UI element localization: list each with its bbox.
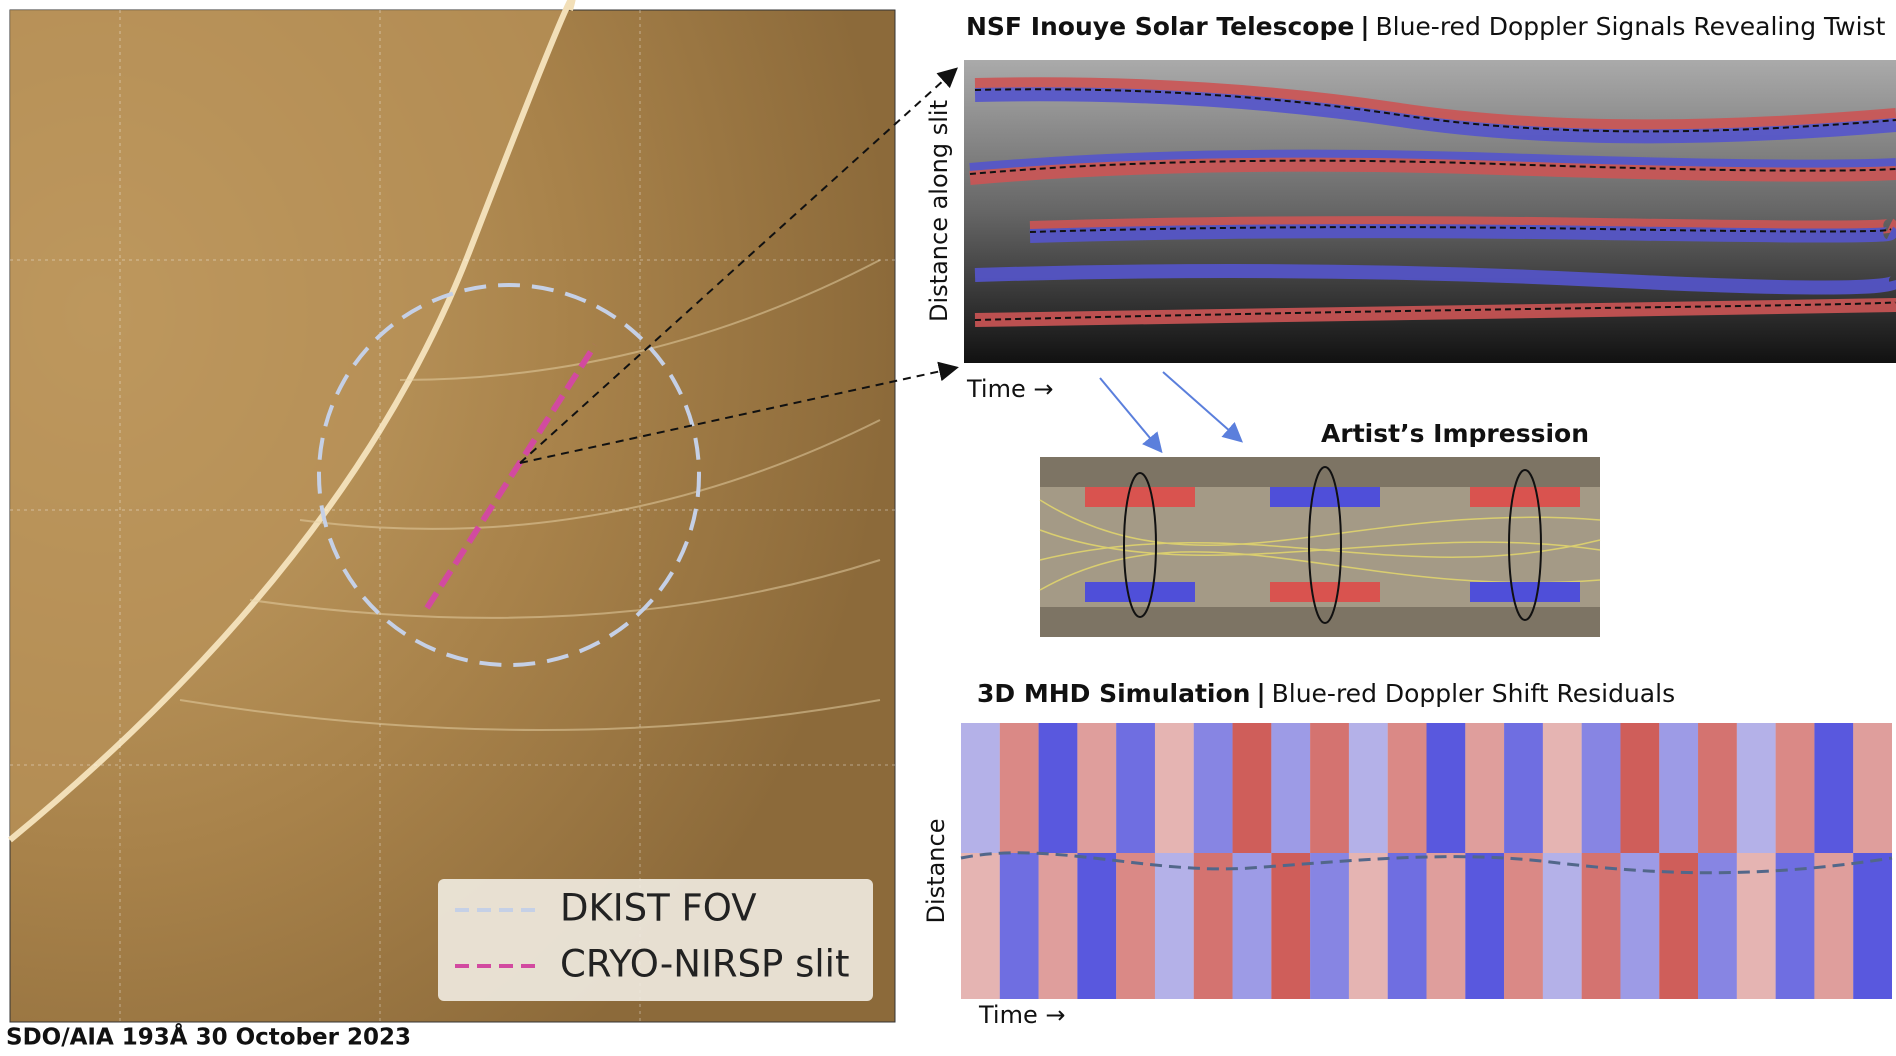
sim-stripe <box>1814 723 1854 853</box>
sim-stripe <box>1348 853 1388 999</box>
sim-stripe <box>1387 853 1427 999</box>
sim-stripe <box>1426 853 1466 999</box>
sim-stripe <box>1116 723 1155 853</box>
legend-entry: DKIST FOV <box>560 887 757 930</box>
sim-stripe <box>1581 723 1621 853</box>
sim-stripe <box>1504 723 1543 853</box>
sim-stripe <box>1659 853 1699 999</box>
doppler-observation <box>964 60 1896 363</box>
subtitle: Blue-red Doppler Shift Residuals <box>1272 679 1675 708</box>
sim-stripe <box>961 853 1000 999</box>
legend-entry: CRYO-NIRSP slit <box>560 943 849 986</box>
sim-stripe <box>1814 853 1854 999</box>
caption: SDO/AIA 193Å 30 October 2023 <box>6 1023 411 1051</box>
sim-stripe <box>1465 853 1505 999</box>
separator: | <box>1360 12 1369 41</box>
sim-stripe <box>1193 853 1233 999</box>
sim-stripe <box>1504 853 1543 999</box>
sim-stripe <box>999 723 1039 853</box>
panel-title: Artist’s Impression <box>1321 419 1589 448</box>
title: NSF Inouye Solar Telescope <box>966 12 1354 41</box>
artist-illustration <box>1039 457 1601 637</box>
sim-stripe <box>1271 853 1311 999</box>
sim-stripe <box>1542 853 1582 999</box>
sim-stripe <box>1077 853 1117 999</box>
subtitle: Blue-red Doppler Signals Revealing Twist <box>1375 12 1885 41</box>
sim-stripe <box>1154 853 1194 999</box>
sim-stripe <box>1581 853 1621 999</box>
panel-title: NSF Inouye Solar Telescope | Blue-red Dopp… <box>966 12 1886 41</box>
sim-stripe <box>999 853 1039 999</box>
sim-stripe <box>1038 723 1078 853</box>
separator: | <box>1256 679 1265 708</box>
sim-stripe <box>1465 723 1505 853</box>
sim-stripe <box>1348 723 1388 853</box>
sim-stripe <box>1775 723 1815 853</box>
sim-stripe <box>1310 853 1349 999</box>
title: 3D MHD Simulation <box>977 679 1250 708</box>
sim-stripe <box>1077 723 1117 853</box>
sim-stripe <box>1154 723 1194 853</box>
sim-stripe <box>1193 723 1233 853</box>
sim-stripe <box>1232 723 1272 853</box>
sim-stripe <box>1387 723 1427 853</box>
sim-stripe <box>1736 853 1776 999</box>
sdo-image <box>8 0 959 1023</box>
sim-stripe <box>1853 723 1892 853</box>
sim-stripe <box>1232 853 1272 999</box>
sim-stripe <box>1426 723 1466 853</box>
flux-tube-axis <box>960 851 1893 875</box>
panel-title: 3D MHD Simulation | Blue-red Doppler Shift… <box>977 679 1675 708</box>
x-axis-label: Time → <box>966 375 1053 403</box>
doppler-simulation <box>960 723 1893 999</box>
sim-stripe <box>1038 853 1078 999</box>
sim-stripe <box>1620 723 1660 853</box>
y-axis-label: Distance <box>922 819 950 924</box>
sim-stripe <box>1775 853 1815 999</box>
sim-stripe <box>1310 723 1349 853</box>
x-axis-label: Time → <box>978 1001 1065 1029</box>
sim-stripe <box>1853 853 1892 999</box>
sim-stripe <box>1271 723 1311 853</box>
sim-stripe <box>1659 723 1699 853</box>
sim-stripe <box>1736 723 1776 853</box>
sim-stripe <box>1698 853 1737 999</box>
sim-stripe <box>961 723 1000 853</box>
y-axis-label: Distance along slit <box>925 100 953 322</box>
sim-stripe <box>1698 723 1737 853</box>
sim-stripe <box>1116 853 1155 999</box>
sim-stripe <box>1620 853 1660 999</box>
sim-stripe <box>1542 723 1582 853</box>
